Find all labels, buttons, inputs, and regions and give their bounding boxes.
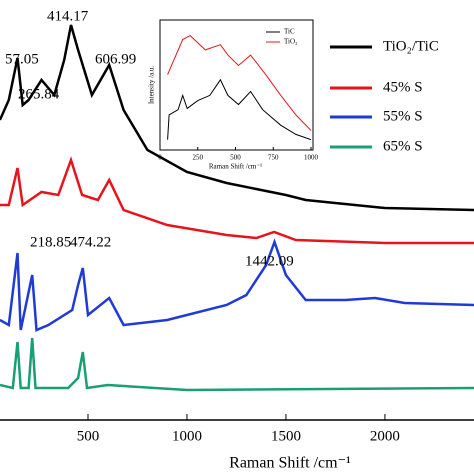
spectrum-line — [0, 24, 474, 212]
legend-label: 65% S — [383, 138, 423, 154]
legend-label: TiC — [284, 28, 295, 36]
peak-annotation: 1442.09 — [245, 253, 294, 269]
peak-annotation: 57.05 — [5, 51, 39, 67]
spectrum-line — [0, 156, 474, 245]
spectrum-line — [167, 78, 311, 141]
peak-annotation: 265.84 — [18, 86, 60, 102]
peak-annotation: 474.22 — [70, 234, 111, 250]
legend-label: TiO₂ — [284, 38, 298, 46]
spectrum-line — [167, 34, 311, 131]
x-tick-label: 1500 — [271, 428, 301, 444]
x-tick-label: 750 — [268, 154, 279, 162]
x-tick-label: 500 — [230, 154, 241, 162]
spectrum-line — [0, 337, 474, 392]
inset-frame — [159, 19, 314, 151]
legend-label: 55% S — [383, 108, 423, 124]
x-tick-label: 1000 — [304, 154, 319, 162]
peak-annotation: 218.85 — [30, 234, 71, 250]
peak-annotation: 606.99 — [95, 51, 136, 67]
x-tick-label: 1000 — [172, 428, 202, 444]
x-tick-label: 500 — [77, 428, 100, 444]
x-tick-label: 250 — [193, 154, 204, 162]
legend-label: TiO₂/TiC — [383, 38, 439, 54]
spectrum-line — [0, 238, 474, 332]
x-tick-label: 2000 — [370, 428, 400, 444]
legend-label: 45% S — [383, 79, 423, 95]
x-tick-label: 0 — [158, 154, 162, 162]
y-axis-label: Intensity /a.u. — [148, 66, 156, 105]
x-axis-label: Raman Shift /cm⁻¹ — [229, 455, 351, 472]
x-axis-label: Raman Shift /cm⁻¹ — [209, 163, 262, 171]
peak-annotation: 414.17 — [47, 8, 89, 24]
